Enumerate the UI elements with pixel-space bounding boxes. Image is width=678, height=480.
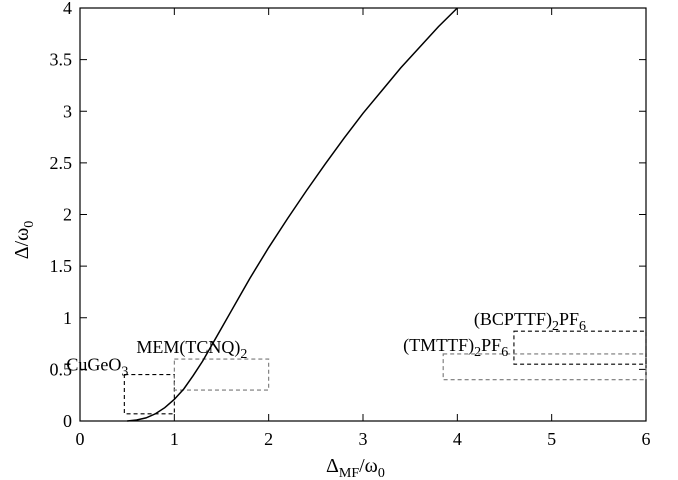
y-tick-label: 3.5 (50, 50, 73, 70)
y-tick-label: 0 (63, 411, 72, 431)
x-tick-label: 1 (170, 429, 179, 449)
annotation-label: (TMTTF)2PF6 (403, 335, 508, 360)
y-axis-label: Δ/ω0 (11, 221, 37, 260)
x-axis-label: ΔMF/ω0 (326, 455, 385, 480)
x-tick-label: 6 (642, 429, 651, 449)
y-tick-label: 1.5 (50, 256, 73, 276)
x-tick-label: 2 (264, 429, 273, 449)
series-line (127, 7, 458, 422)
annotation-label: (BCPTTF)2PF6 (474, 309, 586, 334)
annotation-label: CuGeO3 (66, 355, 128, 380)
y-tick-label: 3 (63, 101, 72, 121)
ticks: 0 1 2 3 4 5 6 0 0.5 1 1.5 2 2.5 3 3.5 4 (50, 0, 651, 449)
annotation-label: MEM(TCNQ)2 (136, 337, 247, 362)
y-tick-label: 0.5 (50, 359, 73, 379)
range-box (173, 358, 270, 391)
range-box (123, 373, 175, 415)
parameter-ranges (123, 330, 647, 415)
annotations: CuGeO3 MEM(TCNQ)2 (TMTTF)2PF6(BCPTTF)2PF6 (66, 309, 586, 379)
x-tick-label: 5 (547, 429, 556, 449)
x-tick-label: 4 (453, 429, 462, 449)
y-tick-label: 4 (63, 0, 72, 18)
range-box (513, 330, 647, 365)
x-tick-label: 0 (76, 429, 85, 449)
plot-frame (79, 7, 647, 422)
y-tick-label: 2.5 (50, 153, 73, 173)
y-tick-label: 1 (63, 308, 72, 328)
x-tick-label: 3 (359, 429, 368, 449)
range-box (442, 353, 647, 381)
y-tick-label: 2 (63, 205, 72, 225)
